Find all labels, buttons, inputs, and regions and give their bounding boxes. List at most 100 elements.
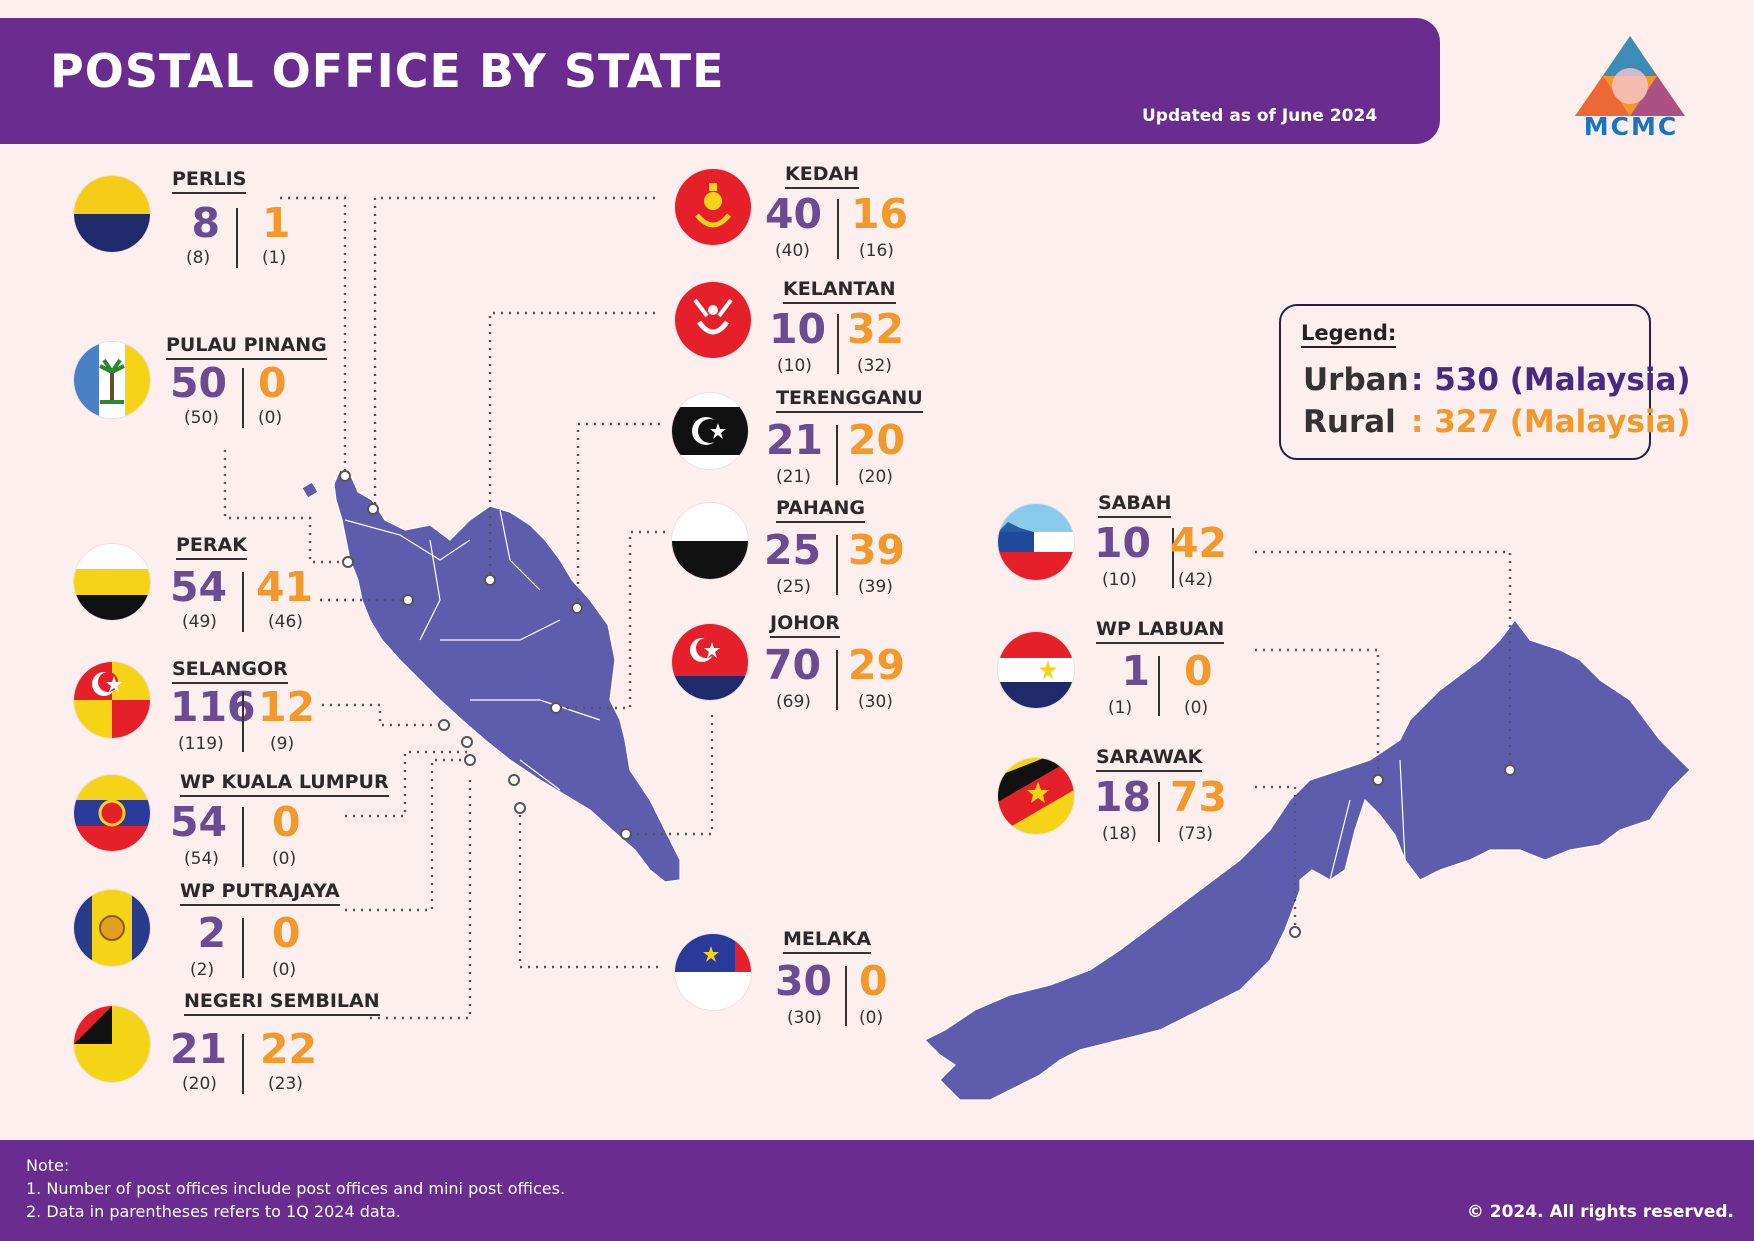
urban-count: 1 bbox=[1121, 647, 1150, 695]
state-name: WP PUTRAJAYA bbox=[180, 880, 340, 906]
urban-previous: (8) bbox=[186, 248, 211, 268]
urban-previous: (25) bbox=[776, 577, 811, 597]
legend-box: Legend: Urban: 530 (Malaysia) Rural: 327… bbox=[1279, 304, 1691, 460]
state-name: PERAK bbox=[176, 534, 247, 560]
urban-previous: (10) bbox=[777, 356, 812, 376]
urban-previous: (40) bbox=[775, 241, 810, 261]
urban-count: 40 bbox=[765, 190, 823, 238]
rural-count: 0 bbox=[272, 909, 301, 957]
rural-count: 41 bbox=[256, 563, 314, 611]
urban-previous: (49) bbox=[182, 612, 217, 632]
sabah-flag-icon bbox=[998, 504, 1074, 580]
urban-count: 54 bbox=[170, 563, 228, 611]
divider bbox=[1158, 656, 1160, 716]
state-name: JOHOR bbox=[770, 612, 840, 638]
urban-count: 70 bbox=[764, 641, 822, 689]
urban-count: 18 bbox=[1094, 773, 1152, 821]
urban-previous: (54) bbox=[184, 849, 219, 869]
state-name: WP LABUAN bbox=[1096, 618, 1225, 644]
divider bbox=[845, 966, 847, 1026]
urban-previous: (21) bbox=[776, 467, 811, 487]
rural-previous: (16) bbox=[859, 241, 894, 261]
urban-count: 21 bbox=[170, 1025, 228, 1073]
divider bbox=[242, 572, 244, 632]
urban-previous: (10) bbox=[1102, 570, 1137, 590]
divider bbox=[837, 314, 839, 374]
rural-previous: (32) bbox=[857, 356, 892, 376]
borneo-malaysia-shape bbox=[923, 619, 1691, 1101]
state-name: SELANGOR bbox=[172, 658, 288, 684]
legend-rural-value: : 327 (Malaysia) bbox=[1411, 404, 1691, 440]
legend-urban-label: Urban bbox=[1303, 362, 1409, 398]
perak-flag-icon bbox=[74, 544, 150, 620]
rural-count: 1 bbox=[262, 199, 291, 247]
divider bbox=[242, 807, 244, 867]
rural-previous: (42) bbox=[1178, 570, 1213, 590]
rural-count: 0 bbox=[1184, 647, 1213, 695]
urban-count: 50 bbox=[170, 359, 228, 407]
rural-count: 22 bbox=[260, 1025, 318, 1073]
rural-previous: (46) bbox=[268, 612, 303, 632]
urban-count: 116 bbox=[170, 683, 256, 731]
negeri-sembilan-flag-icon bbox=[74, 1006, 150, 1082]
divider bbox=[1158, 782, 1160, 842]
rural-previous: (39) bbox=[858, 577, 893, 597]
state-name: KELANTAN bbox=[783, 278, 896, 304]
melaka-flag-icon bbox=[675, 934, 751, 1010]
rural-previous: (0) bbox=[272, 849, 297, 869]
state-name: TERENGGANU bbox=[776, 387, 923, 413]
footer-banner: Note: 1. Number of post offices include … bbox=[0, 1140, 1754, 1241]
state-name: PAHANG bbox=[776, 497, 865, 523]
divider bbox=[837, 199, 839, 259]
divider bbox=[836, 535, 838, 595]
rural-previous: (1) bbox=[262, 248, 287, 268]
rural-previous: (9) bbox=[270, 734, 295, 754]
connector-lines bbox=[223, 196, 1512, 1020]
state-name: PERLIS bbox=[172, 168, 247, 194]
mcmc-logo-icon bbox=[1575, 36, 1685, 116]
legend-urban-row: Urban: 530 (Malaysia) bbox=[1303, 362, 1691, 398]
updated-date: Updated as of June 2024 bbox=[1142, 106, 1378, 126]
perlis-flag-icon bbox=[74, 176, 150, 252]
rural-previous: (23) bbox=[268, 1074, 303, 1094]
urban-previous: (30) bbox=[787, 1008, 822, 1028]
urban-count: 10 bbox=[769, 305, 827, 353]
rural-count: 0 bbox=[258, 359, 287, 407]
terengganu-flag-icon bbox=[672, 393, 748, 469]
urban-count: 2 bbox=[197, 909, 226, 957]
legend-rural-label: Rural bbox=[1303, 404, 1396, 440]
kelantan-flag-icon bbox=[675, 282, 751, 358]
divider bbox=[242, 918, 244, 978]
location-markers bbox=[339, 470, 1516, 938]
legend-urban-value: : 530 (Malaysia) bbox=[1411, 362, 1691, 398]
urban-previous: (18) bbox=[1102, 824, 1137, 844]
state-name: SARAWAK bbox=[1096, 746, 1203, 772]
pulau-pinang-flag-icon bbox=[74, 342, 150, 418]
page-title: POSTAL OFFICE BY STATE bbox=[50, 44, 725, 98]
rural-previous: (0) bbox=[1184, 698, 1209, 718]
rural-count: 39 bbox=[848, 526, 906, 574]
urban-previous: (2) bbox=[190, 960, 215, 980]
mcmc-logo-text: MCMC bbox=[1583, 112, 1679, 141]
rural-previous: (73) bbox=[1178, 824, 1213, 844]
divider bbox=[836, 425, 838, 485]
urban-count: 54 bbox=[170, 798, 228, 846]
rural-previous: (30) bbox=[858, 692, 893, 712]
note-title: Note: bbox=[26, 1156, 70, 1175]
rural-count: 32 bbox=[847, 305, 905, 353]
rural-count: 73 bbox=[1170, 773, 1228, 821]
peninsular-malaysia-shape bbox=[301, 469, 681, 883]
copyright: © 2024. All rights reserved. bbox=[1466, 1202, 1734, 1222]
kedah-flag-icon bbox=[675, 169, 751, 245]
kuala-lumpur-flag-icon bbox=[74, 775, 150, 851]
urban-count: 21 bbox=[766, 416, 824, 464]
sarawak-flag-icon bbox=[998, 758, 1074, 834]
labuan-flag-icon bbox=[998, 632, 1074, 708]
rural-count: 42 bbox=[1170, 519, 1228, 567]
note-item-1: 1. Number of post offices include post o… bbox=[26, 1179, 566, 1198]
legend-rural-row: Rural : 327 (Malaysia) bbox=[1303, 404, 1691, 440]
rural-previous: (0) bbox=[272, 960, 297, 980]
urban-count: 10 bbox=[1094, 519, 1152, 567]
urban-previous: (69) bbox=[776, 692, 811, 712]
